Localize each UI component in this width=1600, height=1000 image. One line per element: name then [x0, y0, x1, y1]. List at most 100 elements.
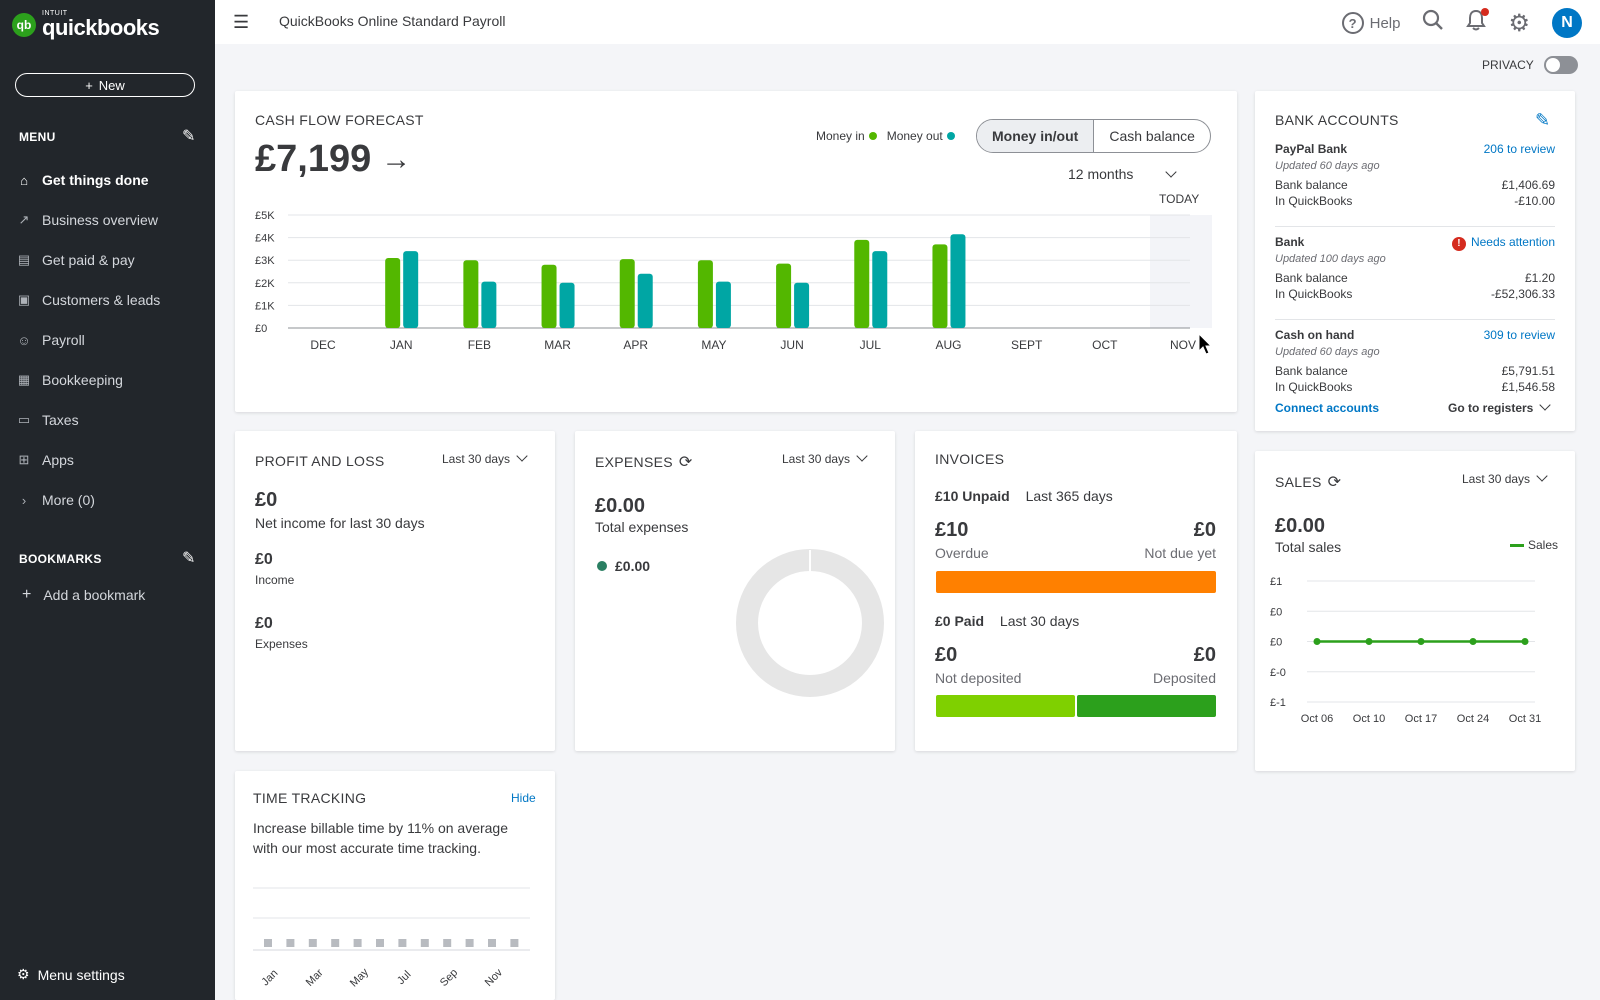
x-tick-label: JAN — [390, 338, 413, 352]
x-tick-label: MAY — [701, 338, 726, 352]
chevron-down-icon — [1539, 399, 1552, 411]
add-bookmark-link[interactable]: + Add a bookmark — [22, 586, 145, 604]
bank-status-link[interactable]: 206 to review — [1483, 142, 1555, 156]
go-to-registers-dropdown[interactable]: Go to registers — [1448, 399, 1552, 415]
total-sales-value: £0.00 — [1275, 515, 1326, 537]
hide-time-tracking-link[interactable]: Hide — [511, 791, 536, 805]
refresh-icon[interactable]: ⟳ — [1327, 474, 1342, 491]
bar-money-out — [481, 281, 497, 328]
chart-line-icon: ↗ — [18, 212, 30, 227]
menu-settings-link[interactable]: ⚙ Menu settings — [17, 966, 125, 983]
edit-bookmarks-pencil-icon[interactable]: ✎ — [182, 550, 196, 567]
sidebar-item-taxes[interactable]: ▭ Taxes — [0, 400, 215, 440]
sales-point — [1469, 638, 1477, 645]
expenses-period-dropdown[interactable]: Last 30 days — [782, 450, 868, 466]
collapse-menu-icon[interactable]: ☰ — [233, 12, 250, 32]
not-deposited-bar[interactable] — [936, 695, 1075, 717]
qb-balance-label: In QuickBooks — [1275, 194, 1353, 208]
connect-accounts-link[interactable]: Connect accounts — [1275, 401, 1380, 415]
bank-status-link[interactable]: ! Needs attention — [1451, 235, 1555, 251]
y-tick-label: £1K — [255, 300, 275, 312]
edit-menu-pencil-icon[interactable]: ✎ — [182, 128, 196, 145]
bank-account[interactable]: PayPal Bank 206 to review Updated 60 days … — [1275, 142, 1555, 227]
money-in-out-tab[interactable]: Money in/out — [977, 120, 1095, 152]
sidebar-item-apps[interactable]: ⊞ Apps — [0, 440, 215, 480]
cash-flow-amount-link[interactable]: £7,199 → — [255, 138, 411, 181]
sidebar-item-get-paid-pay[interactable]: ▤ Get paid & pay — [0, 240, 215, 280]
bank-account[interactable]: Bank ! Needs attention Updated 100 days ago… — [1275, 235, 1555, 320]
help-button[interactable]: ? Help — [1341, 12, 1400, 34]
search-icon[interactable] — [1422, 9, 1444, 37]
time-bar — [353, 939, 362, 947]
edit-bank-pencil-icon[interactable]: ✎ — [1535, 110, 1551, 130]
bank-status-link[interactable]: 309 to review — [1483, 328, 1555, 342]
y-tick-label: £3K — [255, 255, 275, 267]
pl-period-dropdown[interactable]: Last 30 days — [442, 450, 528, 466]
top-bar: ☰ QuickBooks Online Standard Payroll ? H… — [215, 0, 1600, 44]
expenses-period-value: Last 30 days — [782, 452, 851, 466]
sidebar-item-more-0[interactable]: › More (0) — [0, 480, 215, 520]
notifications-bell-icon[interactable] — [1466, 8, 1490, 37]
sidebar-item-get-things-done[interactable]: ⌂ Get things done — [0, 160, 215, 200]
deposited-bar[interactable] — [1077, 695, 1216, 717]
cash-balance-tab[interactable]: Cash balance — [1109, 128, 1195, 144]
time-tracking-chart: Jan Mar May Jul Sep Nov — [253, 887, 530, 989]
time-bar — [510, 939, 519, 947]
chevron-right-icon: › — [21, 492, 27, 508]
y-tick-label: £0 — [1270, 606, 1282, 618]
go-to-registers-label: Go to registers — [1448, 401, 1534, 415]
time-bar — [264, 939, 272, 947]
arrow-right-icon: → — [381, 142, 412, 176]
logo-brand-small: INTUIT — [42, 10, 68, 17]
x-tick-label: Oct 31 — [1509, 713, 1541, 725]
sidebar-item-customers-leads[interactable]: ▣ Customers & leads — [0, 280, 215, 320]
sidebar-item-label: Payroll — [42, 332, 85, 348]
bank-balance-label: Bank balance — [1275, 271, 1348, 285]
month-label: Jan — [259, 967, 280, 988]
qb-balance-value: -£10.00 — [1514, 194, 1555, 208]
period-dropdown[interactable]: 12 months — [1068, 166, 1177, 182]
bar-money-in — [854, 239, 870, 328]
help-icon: ? — [1341, 12, 1364, 34]
bar-money-out — [872, 251, 888, 328]
qb-balance-value: -£52,306.33 — [1490, 287, 1555, 301]
quickbooks-logo[interactable]: qb INTUIT quickbooks — [12, 10, 160, 39]
bank-updated: Updated 100 days ago — [1275, 253, 1386, 265]
settings-gear-icon[interactable]: ⚙ — [1508, 9, 1530, 37]
notification-dot — [1481, 8, 1490, 16]
plus-icon: + — [22, 586, 32, 603]
bar-money-in — [463, 260, 479, 328]
pl-period-value: Last 30 days — [442, 452, 511, 466]
sales-legend-swatch — [1510, 543, 1524, 547]
y-tick-label: £0 — [1270, 637, 1282, 649]
x-tick-label: APR — [623, 338, 648, 352]
new-button[interactable]: + New — [15, 73, 195, 97]
not-due-label: Not due yet — [1144, 545, 1216, 561]
bar-money-out — [559, 282, 575, 328]
refresh-icon[interactable]: ⟳ — [678, 454, 693, 471]
bar-money-out — [715, 281, 731, 328]
sidebar-item-payroll[interactable]: ☺ Payroll — [0, 320, 215, 360]
y-tick-label: £5K — [255, 210, 275, 222]
sidebar-item-business-overview[interactable]: ↗ Business overview — [0, 200, 215, 240]
not-deposited-label: Not deposited — [935, 670, 1022, 686]
deposited-value: £0 — [1193, 644, 1216, 666]
legend-money-in: Money in — [816, 129, 877, 143]
today-label: TODAY — [1159, 192, 1200, 206]
sidebar-item-bookkeeping[interactable]: ▦ Bookkeeping — [0, 360, 215, 400]
chevron-down-icon — [516, 450, 528, 462]
qb-logo-icon: qb — [12, 12, 36, 37]
invoices-title: INVOICES — [935, 451, 1005, 467]
user-avatar[interactable]: N — [1552, 8, 1582, 38]
overdue-bar[interactable] — [936, 571, 1216, 593]
time-bar — [286, 939, 295, 947]
total-expenses-label: Total expenses — [595, 519, 689, 535]
y-tick-label: £-1 — [1270, 697, 1286, 709]
privacy-toggle[interactable] — [1543, 56, 1578, 74]
sales-period-dropdown[interactable]: Last 30 days — [1462, 470, 1548, 486]
cash-flow-chart: £5K £4K £3K £2K £1K £0 DEC JAN FEB MAR APR MAY JUN JU… — [255, 210, 1212, 352]
mouse-cursor-icon — [1198, 333, 1213, 355]
cash-flow-title: CASH FLOW FORECAST — [255, 112, 424, 128]
bank-account[interactable]: Cash on hand 309 to review Updated 60 days… — [1275, 328, 1555, 413]
sidebar-item-label: More (0) — [42, 492, 95, 508]
